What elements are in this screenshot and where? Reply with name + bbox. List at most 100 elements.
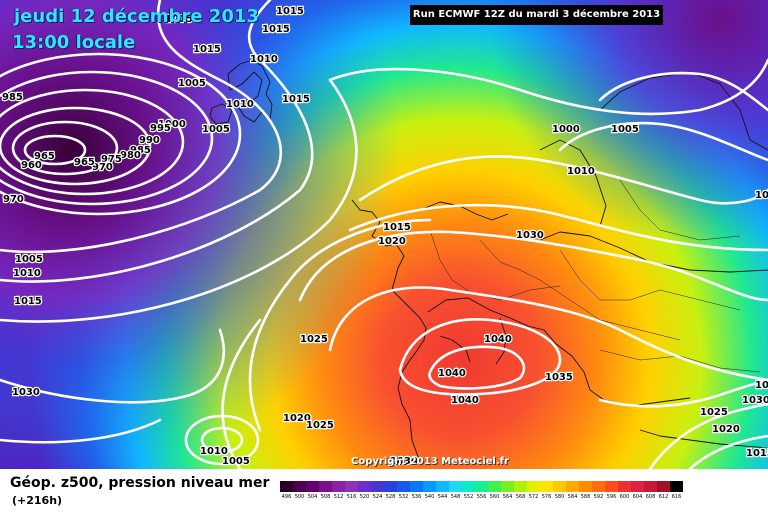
legend-swatch xyxy=(657,481,670,492)
pressure-label: 1020 xyxy=(378,236,406,247)
pressure-label: 1015 xyxy=(193,44,221,55)
pressure-label: 1005 xyxy=(15,254,43,265)
legend-swatch xyxy=(540,481,553,492)
legend-label: 520 xyxy=(359,494,370,500)
legend-swatch xyxy=(670,481,683,492)
legend-swatch xyxy=(527,481,540,492)
legend-swatch xyxy=(475,481,488,492)
pressure-label: 1015 xyxy=(282,94,310,105)
legend-swatch xyxy=(371,481,384,492)
legend-label: 556 xyxy=(476,494,487,500)
pressure-label: 1015 xyxy=(276,6,304,17)
legend-label: 532 xyxy=(398,494,409,500)
legend-entry: 544 xyxy=(436,481,449,503)
copyright-notice: Copyright 2013 Meteociel.fr xyxy=(351,456,509,467)
legend-label: 564 xyxy=(502,494,513,500)
field-title: Géop. z500, pression niveau mer xyxy=(10,475,270,491)
legend-entry: 532 xyxy=(397,481,410,503)
legend-entry: 496 xyxy=(280,481,293,503)
legend-swatch xyxy=(358,481,371,492)
legend-label: 544 xyxy=(437,494,448,500)
legend-entry: 512 xyxy=(332,481,345,503)
legend-entry: 604 xyxy=(631,481,644,503)
legend-entry: 612 xyxy=(657,481,670,503)
pressure-label: 1015 xyxy=(746,448,768,459)
pressure-label: 1030 xyxy=(390,456,418,467)
legend-label: 536 xyxy=(411,494,422,500)
legend-swatch xyxy=(449,481,462,492)
pressure-label: 970 xyxy=(3,194,24,205)
pressure-label: 1000 xyxy=(158,119,186,130)
pressure-label: 1015 xyxy=(262,24,290,35)
pressure-label: 980 xyxy=(120,150,141,161)
legend-swatch xyxy=(306,481,319,492)
pressure-label: 1010 xyxy=(13,268,41,279)
pressure-label: 1040 xyxy=(484,334,512,345)
pressure-label: 1005 xyxy=(165,14,193,25)
legend-swatch xyxy=(462,481,475,492)
pressure-label: 1005 xyxy=(178,78,206,89)
legend-swatch xyxy=(280,481,293,492)
legend-label: 496 xyxy=(281,494,292,500)
legend-entry: 520 xyxy=(358,481,371,503)
legend-label: 568 xyxy=(515,494,526,500)
legend-entry: 560 xyxy=(488,481,501,503)
pressure-label: 965 xyxy=(34,151,55,162)
pressure-label: 1025 xyxy=(700,407,728,418)
legend-swatch xyxy=(514,481,527,492)
legend-entry: 556 xyxy=(475,481,488,503)
legend-label: 504 xyxy=(307,494,318,500)
pressure-label: 1020 xyxy=(283,413,311,424)
legend-entry: 500 xyxy=(293,481,306,503)
legend-swatch xyxy=(293,481,306,492)
legend-entry: 576 xyxy=(540,481,553,503)
legend-label: 608 xyxy=(645,494,656,500)
pressure-label: 995 xyxy=(150,123,171,134)
pressure-label: 1025 xyxy=(306,420,334,431)
legend-entry: 564 xyxy=(501,481,514,503)
pressure-label: 1000 xyxy=(552,124,580,135)
legend-entry: 568 xyxy=(514,481,527,503)
pressure-label: 1030 xyxy=(12,387,40,398)
legend-label: 588 xyxy=(580,494,591,500)
legend-footer: Géop. z500, pression niveau mer (+216h) … xyxy=(0,469,768,512)
legend-entry: 504 xyxy=(306,481,319,503)
pressure-label: 1015 xyxy=(14,296,42,307)
pressure-label: 1015 xyxy=(383,222,411,233)
legend-swatch xyxy=(319,481,332,492)
legend-label: 600 xyxy=(619,494,630,500)
pressure-label: 1010 xyxy=(250,54,278,65)
legend-swatch xyxy=(332,481,345,492)
pressure-label: 1000 xyxy=(755,190,768,201)
legend-entry: 588 xyxy=(579,481,592,503)
pressure-label: 960 xyxy=(21,160,42,171)
pressure-label: 1010 xyxy=(567,166,595,177)
legend-swatch xyxy=(436,481,449,492)
legend-swatch xyxy=(644,481,657,492)
legend-swatch xyxy=(501,481,514,492)
pressure-label: 975 xyxy=(101,154,122,165)
legend-swatch xyxy=(410,481,423,492)
legend-swatch xyxy=(618,481,631,492)
legend-swatch xyxy=(631,481,644,492)
forecast-local-time: 13:00 locale xyxy=(12,32,136,53)
legend-entry: 540 xyxy=(423,481,436,503)
legend-label: 528 xyxy=(385,494,396,500)
pressure-label: 1030 xyxy=(755,380,768,391)
legend-entry: 600 xyxy=(618,481,631,503)
pressure-label: 965 xyxy=(74,157,95,168)
pressure-label: 1010 xyxy=(226,99,254,110)
legend-swatch xyxy=(592,481,605,492)
color-scale-legend: 496 500 504 508 512 516 520 524 528 532 536 540 544 5… xyxy=(280,481,683,503)
weather-map: 1005 1015 1015 1015 1010 1005 1015 1010 1000 1005… xyxy=(0,0,768,469)
legend-entry: 584 xyxy=(566,481,579,503)
legend-swatch xyxy=(566,481,579,492)
forecast-date: jeudi 12 décembre 2013 xyxy=(14,6,259,27)
legend-label: 500 xyxy=(294,494,305,500)
legend-swatch xyxy=(397,481,410,492)
legend-entry: 528 xyxy=(384,481,397,503)
legend-label: 592 xyxy=(593,494,604,500)
pressure-label: 985 xyxy=(130,145,151,156)
pressure-label: 970 xyxy=(92,162,113,173)
